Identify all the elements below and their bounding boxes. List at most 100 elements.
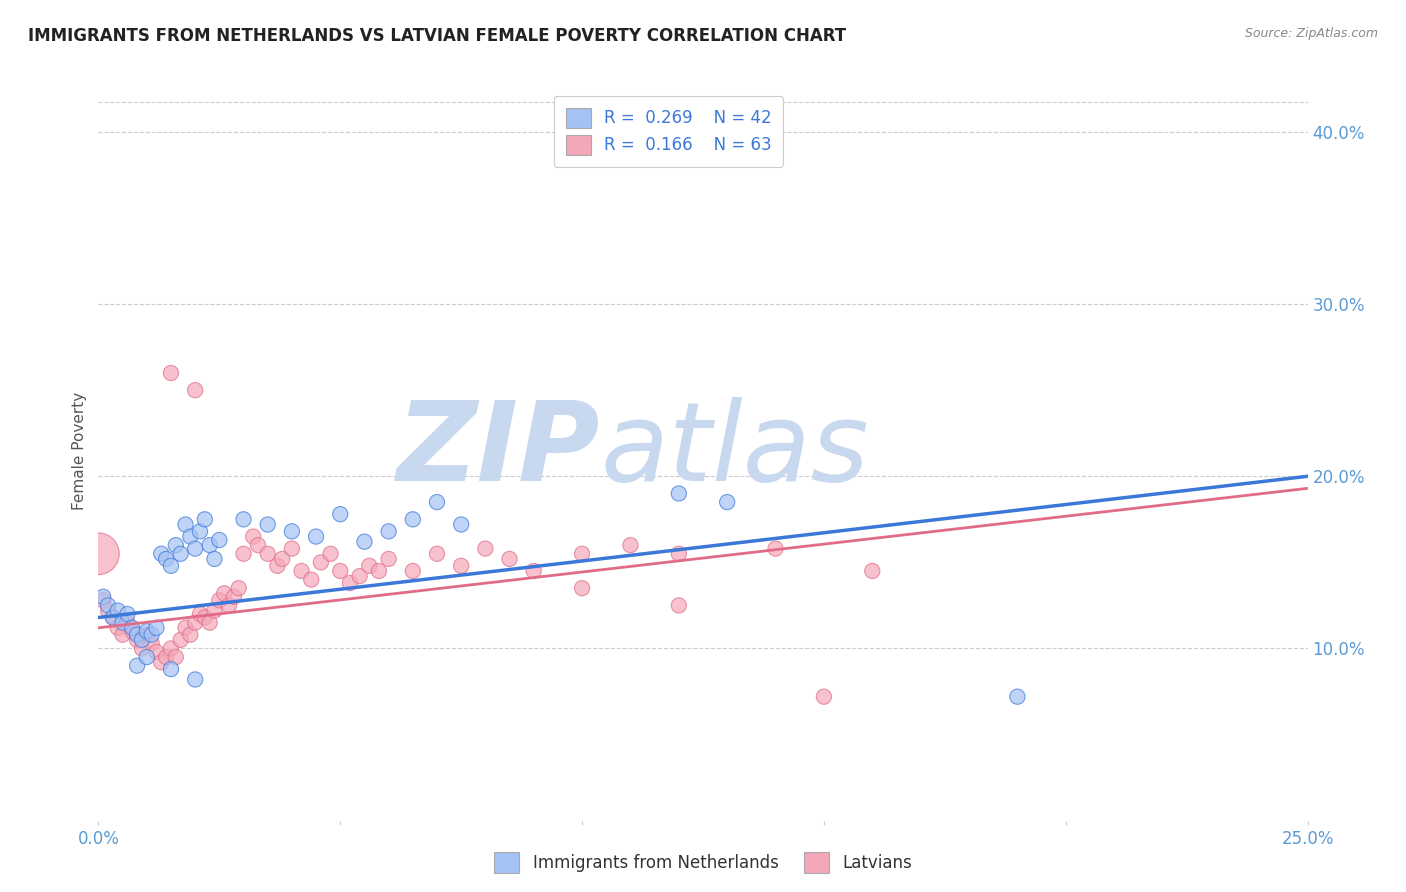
Point <box>135 650 157 665</box>
Point <box>402 512 425 526</box>
Point <box>184 383 207 397</box>
Point <box>101 610 124 624</box>
Point <box>228 581 250 595</box>
Point <box>474 541 496 556</box>
Point <box>716 495 738 509</box>
Point <box>498 552 520 566</box>
Point <box>368 564 391 578</box>
Point <box>571 547 593 561</box>
Point <box>131 641 153 656</box>
Legend: R =  0.269    N = 42, R =  0.166    N = 63: R = 0.269 N = 42, R = 0.166 N = 63 <box>554 96 783 167</box>
Point <box>169 547 191 561</box>
Point <box>101 610 124 624</box>
Point <box>256 547 278 561</box>
Point <box>160 662 183 676</box>
Point <box>619 538 641 552</box>
Point <box>97 604 120 618</box>
Point <box>135 628 157 642</box>
Point <box>160 366 183 380</box>
Point <box>426 495 449 509</box>
Point <box>194 610 217 624</box>
Point <box>174 621 197 635</box>
Point <box>232 547 254 561</box>
Point <box>188 524 211 539</box>
Point <box>184 615 207 630</box>
Text: Source: ZipAtlas.com: Source: ZipAtlas.com <box>1244 27 1378 40</box>
Point <box>450 558 472 573</box>
Point <box>204 552 226 566</box>
Point <box>150 655 173 669</box>
Point <box>87 547 110 561</box>
Point <box>668 547 690 561</box>
Point <box>242 530 264 544</box>
Point <box>127 658 149 673</box>
Point <box>309 555 332 569</box>
Point <box>212 586 235 600</box>
Point <box>813 690 835 704</box>
Point <box>121 621 143 635</box>
Point <box>91 593 114 607</box>
Point <box>256 517 278 532</box>
Point <box>198 615 221 630</box>
Point <box>353 534 375 549</box>
Point <box>184 673 207 687</box>
Point <box>155 552 177 566</box>
Point <box>339 576 361 591</box>
Point <box>402 564 425 578</box>
Point <box>668 599 690 613</box>
Point <box>222 590 245 604</box>
Point <box>359 558 381 573</box>
Point <box>860 564 883 578</box>
Point <box>1007 690 1029 704</box>
Point <box>145 621 167 635</box>
Point <box>121 624 143 639</box>
Legend: Immigrants from Netherlands, Latvians: Immigrants from Netherlands, Latvians <box>488 846 918 880</box>
Point <box>174 517 197 532</box>
Point <box>450 517 472 532</box>
Point <box>179 530 201 544</box>
Point <box>165 538 187 552</box>
Point <box>160 558 183 573</box>
Point <box>131 632 153 647</box>
Point <box>290 564 312 578</box>
Point <box>160 641 183 656</box>
Point <box>426 547 449 561</box>
Point <box>765 541 787 556</box>
Point <box>232 512 254 526</box>
Point <box>208 533 231 547</box>
Point <box>271 552 294 566</box>
Point <box>218 599 240 613</box>
Point <box>107 604 129 618</box>
Point <box>188 607 211 621</box>
Point <box>111 628 134 642</box>
Point <box>204 604 226 618</box>
Point <box>141 636 163 650</box>
Point <box>247 538 270 552</box>
Point <box>117 615 139 630</box>
Point <box>141 628 163 642</box>
Point <box>107 621 129 635</box>
Text: ZIP: ZIP <box>396 397 600 504</box>
Text: atlas: atlas <box>600 397 869 504</box>
Point <box>208 593 231 607</box>
Point <box>91 590 114 604</box>
Point <box>127 628 149 642</box>
Point <box>117 607 139 621</box>
Text: IMMIGRANTS FROM NETHERLANDS VS LATVIAN FEMALE POVERTY CORRELATION CHART: IMMIGRANTS FROM NETHERLANDS VS LATVIAN F… <box>28 27 846 45</box>
Point <box>155 650 177 665</box>
Point <box>329 564 352 578</box>
Point <box>194 512 217 526</box>
Point <box>165 650 187 665</box>
Point <box>184 541 207 556</box>
Point <box>179 628 201 642</box>
Point <box>145 645 167 659</box>
Point <box>281 524 304 539</box>
Y-axis label: Female Poverty: Female Poverty <box>72 392 87 509</box>
Point <box>523 564 546 578</box>
Point <box>111 615 134 630</box>
Point <box>349 569 371 583</box>
Point <box>135 624 157 639</box>
Point <box>329 507 352 521</box>
Point <box>377 524 399 539</box>
Point <box>299 573 322 587</box>
